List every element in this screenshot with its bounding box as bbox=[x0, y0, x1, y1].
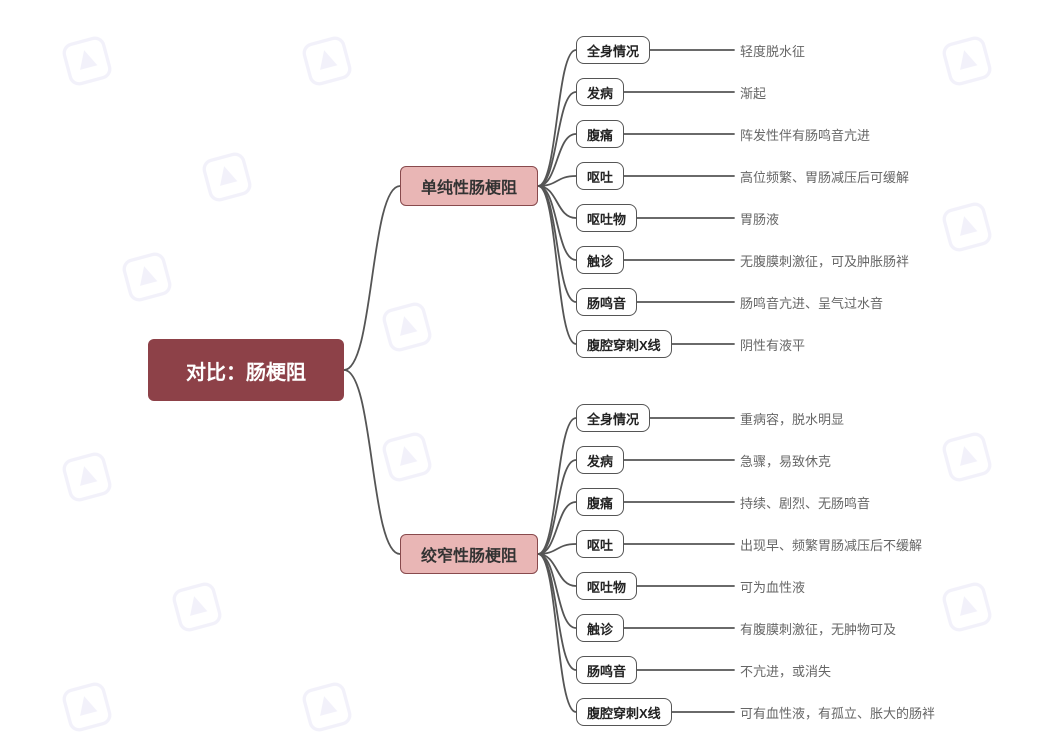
attribute-value: 可为血性液 bbox=[740, 577, 805, 596]
attribute-value: 急骤，易致休克 bbox=[740, 451, 831, 470]
attribute-pill[interactable]: 腹痛 bbox=[576, 488, 624, 516]
attribute-pill[interactable]: 肠鸣音 bbox=[576, 288, 637, 316]
watermark bbox=[54, 444, 120, 510]
watermark bbox=[54, 28, 120, 94]
attribute-value: 出现早、频繁胃肠减压后不缓解 bbox=[740, 535, 922, 554]
attribute-pill[interactable]: 呕吐物 bbox=[576, 572, 637, 600]
attribute-pill[interactable]: 腹痛 bbox=[576, 120, 624, 148]
branch-node-b2[interactable]: 绞窄性肠梗阻 bbox=[400, 534, 538, 574]
attribute-pill[interactable]: 触诊 bbox=[576, 246, 624, 274]
watermark bbox=[294, 28, 360, 94]
branch-node-b1[interactable]: 单纯性肠梗阻 bbox=[400, 166, 538, 206]
attribute-pill[interactable]: 腹腔穿刺X线 bbox=[576, 330, 672, 358]
watermark bbox=[194, 144, 260, 210]
watermark bbox=[294, 674, 360, 740]
attribute-pill[interactable]: 全身情况 bbox=[576, 404, 650, 432]
attribute-value: 肠鸣音亢进、呈气过水音 bbox=[740, 293, 883, 312]
root-node[interactable]: 对比：肠梗阻 bbox=[148, 339, 344, 401]
attribute-value: 轻度脱水征 bbox=[740, 41, 805, 60]
attribute-pill[interactable]: 肠鸣音 bbox=[576, 656, 637, 684]
attribute-value: 胃肠液 bbox=[740, 209, 779, 228]
watermark bbox=[934, 28, 1000, 94]
attribute-value: 持续、剧烈、无肠鸣音 bbox=[740, 493, 870, 512]
attribute-pill[interactable]: 触诊 bbox=[576, 614, 624, 642]
attribute-pill[interactable]: 全身情况 bbox=[576, 36, 650, 64]
attribute-value: 无腹膜刺激征，可及肿胀肠袢 bbox=[740, 251, 909, 270]
watermark bbox=[934, 194, 1000, 260]
attribute-value: 阵发性伴有肠鸣音亢进 bbox=[740, 125, 870, 144]
attribute-pill[interactable]: 呕吐 bbox=[576, 530, 624, 558]
watermark bbox=[374, 424, 440, 490]
attribute-pill[interactable]: 发病 bbox=[576, 78, 624, 106]
attribute-value: 有腹膜刺激征，无肿物可及 bbox=[740, 619, 896, 638]
mindmap-canvas: 对比：肠梗阻单纯性肠梗阻全身情况轻度脱水征发病渐起腹痛阵发性伴有肠鸣音亢进呕吐高… bbox=[0, 0, 1037, 742]
watermark bbox=[934, 574, 1000, 640]
attribute-pill[interactable]: 腹腔穿刺X线 bbox=[576, 698, 672, 726]
watermark bbox=[54, 674, 120, 740]
attribute-value: 不亢进，或消失 bbox=[740, 661, 831, 680]
attribute-pill[interactable]: 呕吐 bbox=[576, 162, 624, 190]
attribute-value: 重病容，脱水明显 bbox=[740, 409, 844, 428]
attribute-value: 可有血性液，有孤立、胀大的肠袢 bbox=[740, 703, 935, 722]
attribute-value: 阴性有液平 bbox=[740, 335, 805, 354]
watermark bbox=[934, 424, 1000, 490]
attribute-value: 渐起 bbox=[740, 83, 766, 102]
watermark bbox=[164, 574, 230, 640]
attribute-value: 高位频繁、胃肠减压后可缓解 bbox=[740, 167, 909, 186]
attribute-pill[interactable]: 发病 bbox=[576, 446, 624, 474]
attribute-pill[interactable]: 呕吐物 bbox=[576, 204, 637, 232]
watermark bbox=[374, 294, 440, 360]
watermark bbox=[114, 244, 180, 310]
